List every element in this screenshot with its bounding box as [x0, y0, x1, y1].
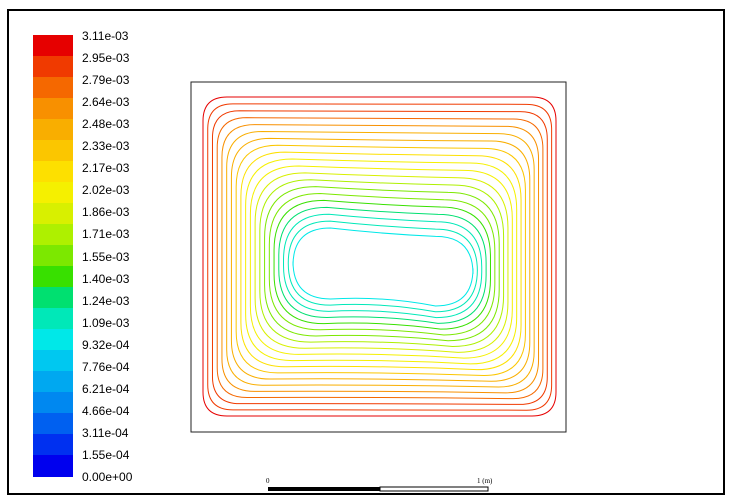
colorbar-tick-label: 7.76e-04: [82, 359, 130, 374]
colorbar-tick-label: 0.00e+00: [82, 470, 133, 484]
colorbar-tick-label: 2.02e-03: [82, 183, 130, 198]
colorbar-tick-label: 1.55e-03: [82, 249, 130, 264]
colorbar-swatch: [33, 140, 73, 162]
colorbar-tick-label: 1.55e-04: [82, 447, 130, 462]
colorbar-swatch: [33, 119, 73, 141]
colorbar-swatch: [33, 35, 73, 57]
colorbar-tick-label: 1.24e-03: [82, 293, 130, 308]
colorbar-tick-label: 2.33e-03: [82, 139, 130, 154]
colorbar-swatch: [33, 308, 73, 330]
colorbar-tick-label: 2.48e-03: [82, 117, 130, 132]
colorbar-tick-label: 2.79e-03: [82, 73, 130, 88]
colorbar-tick-label: 6.21e-04: [82, 381, 130, 396]
colorbar-swatch: [33, 371, 73, 393]
colorbar: [33, 35, 73, 477]
colorbar-swatch: [33, 413, 73, 435]
colorbar-swatch: [33, 182, 73, 204]
colorbar-swatch: [33, 266, 73, 288]
colorbar-swatch: [33, 329, 73, 351]
colorbar-swatch: [33, 203, 73, 225]
colorbar-tick-label: 2.64e-03: [82, 95, 130, 110]
colorbar-tick-label: 2.17e-03: [82, 161, 130, 176]
colorbar-tick-label: 1.40e-03: [82, 271, 130, 286]
colorbar-swatch: [33, 224, 73, 246]
colorbar-tick-label: 1.09e-03: [82, 315, 130, 330]
colorbar-swatch: [33, 455, 73, 477]
colorbar-swatch: [33, 350, 73, 372]
colorbar-tick-label: 9.32e-04: [82, 337, 130, 352]
colorbar-swatch: [33, 161, 73, 183]
colorbar-swatch: [33, 434, 73, 456]
colorbar-swatch: [33, 392, 73, 414]
colorbar-tick-label: 4.66e-04: [82, 403, 130, 418]
colorbar-tick-label: 1.86e-03: [82, 205, 130, 220]
colorbar-tick-label: 2.95e-03: [82, 51, 130, 66]
colorbar-swatch: [33, 245, 73, 267]
colorbar-tick-label: 3.11e-04: [82, 425, 129, 440]
colorbar-swatch: [33, 98, 73, 120]
colorbar-swatch: [33, 77, 73, 99]
colorbar-swatch: [33, 56, 73, 78]
colorbar-tick-label: 3.11e-03: [82, 29, 129, 43]
colorbar-swatch: [33, 287, 73, 309]
colorbar-tick-label: 1.71e-03: [82, 227, 130, 242]
